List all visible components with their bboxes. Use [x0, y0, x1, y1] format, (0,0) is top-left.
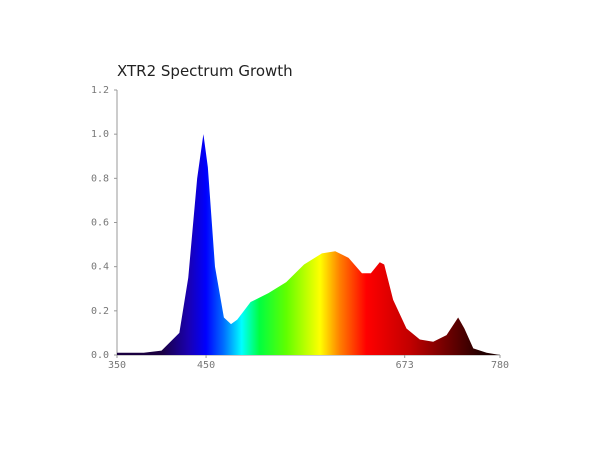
y-tick-label: 0.0: [91, 350, 109, 361]
chart-title: XTR2 Spectrum Growth: [117, 62, 293, 80]
y-tick-label: 0.6: [91, 218, 109, 229]
spectrum-area: [117, 134, 500, 355]
x-tick-label: 780: [491, 360, 509, 371]
y-tick-label: 1.0: [91, 129, 109, 140]
x-tick-label: 673: [396, 360, 414, 371]
y-tick-label: 0.2: [91, 306, 109, 317]
y-tick-label: 0.8: [91, 173, 109, 184]
y-tick-label: 1.2: [91, 85, 109, 96]
y-tick-label: 0.4: [91, 262, 109, 273]
x-tick-label: 350: [108, 360, 126, 371]
x-tick-label: 450: [197, 360, 215, 371]
